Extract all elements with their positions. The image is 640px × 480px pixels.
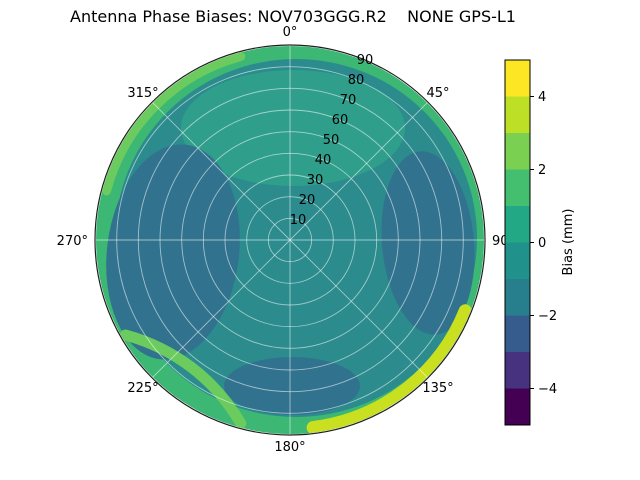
colorbar-tick-4: 4 <box>538 90 546 105</box>
radial-label-10: 10 <box>290 213 307 228</box>
contour-north-green-patch <box>181 70 405 186</box>
radial-label-80: 80 <box>348 73 365 88</box>
colorbar: 4 2 0 −2 −4 Bias (mm) <box>504 59 576 426</box>
colorbar-tick--4: −4 <box>538 382 557 397</box>
theta-label-180: 180° <box>274 440 305 455</box>
colorbar-tick-marks <box>530 96 534 389</box>
radial-tick-labels: 10 20 30 40 50 60 70 80 90 <box>290 53 374 228</box>
theta-label-135: 135° <box>422 381 453 396</box>
polar-axis-outline <box>94 44 486 436</box>
theta-label-270: 270° <box>57 234 88 249</box>
colorbar-band-8 <box>505 96 530 133</box>
theta-tick-labels: 0° 45° 90 135° 180° 225° 270° 315° <box>57 25 509 455</box>
radial-label-40: 40 <box>315 153 332 168</box>
colorbar-band-9 <box>505 60 530 97</box>
contour-southwest-light-green-rim <box>120 329 247 429</box>
polar-spoke-135 <box>289 239 429 379</box>
plot-title: Antenna Phase Biases: NOV703GGG.R2 NONE … <box>70 7 516 26</box>
colorbar-tick--2: −2 <box>538 309 557 324</box>
colorbar-band-3 <box>505 279 530 316</box>
contour-southeast-yellow-rim <box>306 304 472 434</box>
polar-grid-spokes <box>95 45 485 435</box>
theta-label-45: 45° <box>426 86 449 101</box>
theta-label-225: 225° <box>127 381 158 396</box>
theta-label-0: 0° <box>283 25 298 40</box>
polar-spoke-315 <box>151 101 291 241</box>
radial-label-70: 70 <box>340 93 357 108</box>
colorbar-tick-2: 2 <box>538 163 546 178</box>
colorbar-band-0 <box>505 388 530 425</box>
radial-label-20: 20 <box>299 193 316 208</box>
colorbar-tick-0: 0 <box>538 236 546 251</box>
contour-south-blue-patch <box>224 357 360 415</box>
colorbar-tick-labels: 4 2 0 −2 −4 <box>538 90 557 397</box>
polar-spoke-45 <box>289 101 429 241</box>
radial-label-30: 30 <box>307 173 324 188</box>
theta-label-90: 90 <box>492 234 509 249</box>
colorbar-axis-label: Bias (mm) <box>561 209 576 276</box>
colorbar-band-4 <box>505 242 530 279</box>
colorbar-band-5 <box>505 206 530 243</box>
radial-label-50: 50 <box>323 133 340 148</box>
radial-label-60: 60 <box>332 113 349 128</box>
contour-west-blue-lobe <box>106 144 240 360</box>
colorbar-band-7 <box>505 133 530 170</box>
contour-east-blue-lobe <box>381 151 475 335</box>
radial-label-90: 90 <box>357 53 374 68</box>
colorbar-band-6 <box>505 169 530 206</box>
colorbar-band-1 <box>505 352 530 389</box>
polar-spoke-225 <box>151 239 291 379</box>
colorbar-band-2 <box>505 315 530 352</box>
theta-label-315: 315° <box>127 86 158 101</box>
